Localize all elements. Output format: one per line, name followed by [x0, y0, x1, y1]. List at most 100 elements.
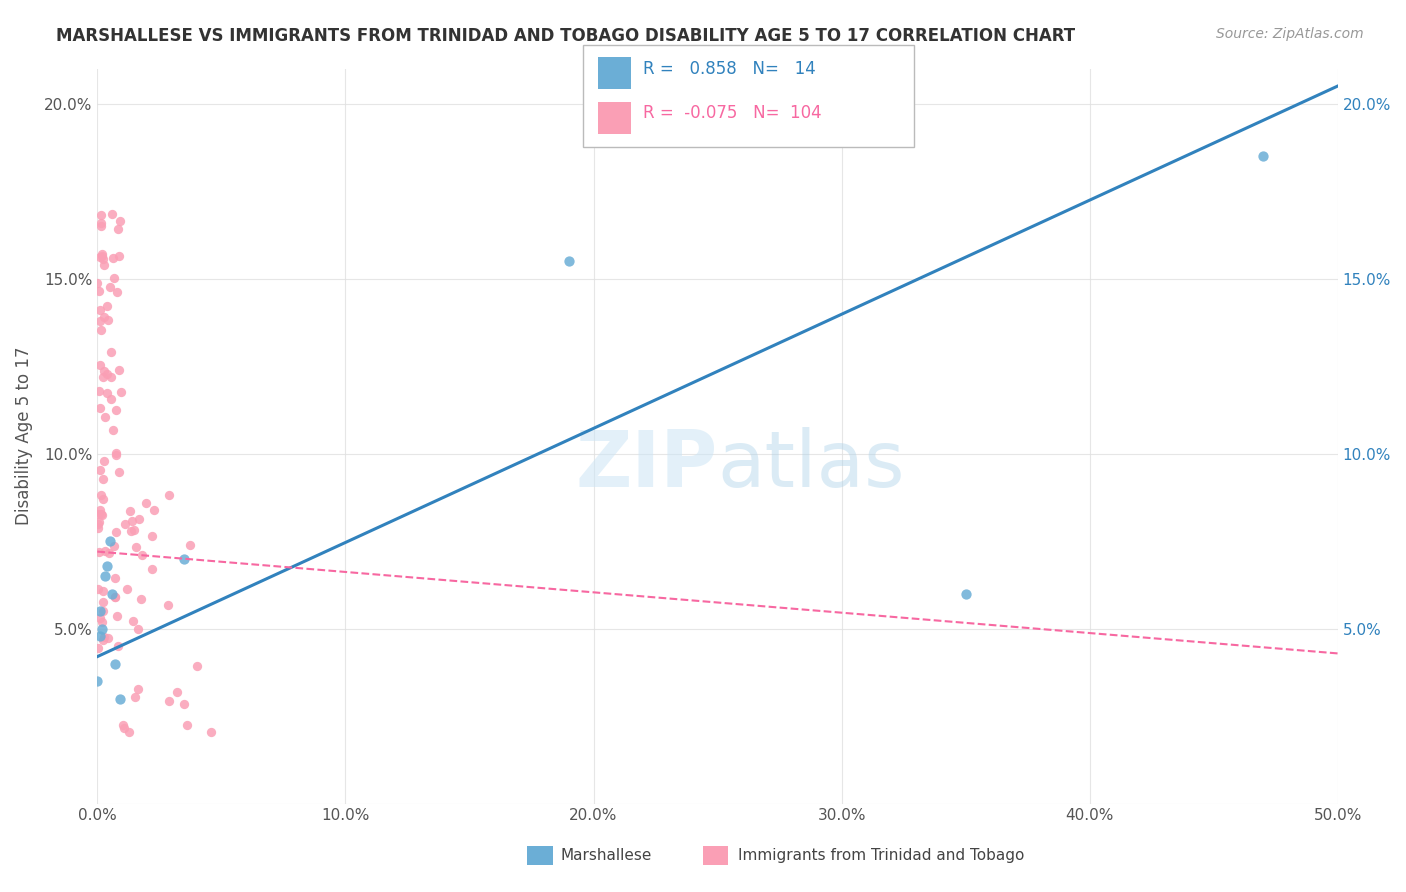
Point: [87, 516, 110, 530]
Point: [93, 310, 115, 325]
Point: [90, 219, 112, 233]
Y-axis label: Disability Age 5 to 17: Disability Age 5 to 17: [15, 347, 32, 525]
Point: [87, 516, 110, 531]
Point: [89, 463, 111, 477]
Text: atlas: atlas: [717, 427, 905, 503]
Point: [94, 569, 117, 583]
Point: [166, 685, 188, 699]
Point: [97, 313, 120, 327]
Point: [91, 492, 114, 507]
Point: [89, 611, 111, 625]
Point: [91, 622, 114, 636]
Point: [86, 674, 108, 689]
Point: [107, 639, 129, 653]
Point: [94, 409, 117, 424]
Point: [110, 213, 132, 227]
Point: [97, 631, 120, 645]
Point: [128, 512, 150, 526]
Point: [96, 386, 118, 401]
Point: [89, 284, 111, 298]
Point: [103, 423, 125, 437]
Point: [90, 488, 112, 502]
Point: [108, 362, 131, 376]
Point: [131, 548, 153, 562]
Point: [105, 446, 128, 460]
Point: [129, 591, 152, 606]
Point: [1253, 149, 1275, 163]
Point: [557, 254, 579, 268]
Point: [110, 385, 132, 400]
Point: [103, 590, 125, 604]
Point: [87, 384, 110, 399]
Point: [96, 367, 118, 381]
Point: [90, 216, 112, 230]
Point: [86, 507, 108, 521]
Point: [108, 249, 131, 263]
Point: [157, 694, 180, 708]
Point: [91, 583, 114, 598]
Point: [91, 604, 114, 618]
Text: ZIP: ZIP: [575, 427, 717, 503]
Point: [141, 562, 163, 576]
Point: [104, 571, 127, 585]
Point: [186, 658, 208, 673]
Point: [100, 345, 122, 359]
Point: [89, 358, 111, 372]
Point: [103, 251, 125, 265]
Point: [112, 721, 135, 735]
Point: [135, 496, 157, 510]
Point: [93, 258, 115, 272]
Text: R =   0.858   N=   14: R = 0.858 N= 14: [643, 60, 815, 78]
Point: [94, 544, 117, 558]
Text: Immigrants from Trinidad and Tobago: Immigrants from Trinidad and Tobago: [738, 848, 1025, 863]
Point: [90, 249, 112, 263]
Text: MARSHALLESE VS IMMIGRANTS FROM TRINIDAD AND TOBAGO DISABILITY AGE 5 TO 17 CORREL: MARSHALLESE VS IMMIGRANTS FROM TRINIDAD …: [56, 27, 1076, 45]
Text: R =  -0.075   N=  104: R = -0.075 N= 104: [643, 104, 821, 122]
Point: [173, 551, 195, 566]
Point: [157, 488, 180, 502]
Point: [91, 472, 114, 486]
Point: [114, 516, 136, 531]
Point: [141, 529, 163, 543]
Point: [122, 523, 145, 537]
Point: [90, 508, 112, 522]
Point: [118, 724, 141, 739]
Point: [111, 718, 134, 732]
Point: [100, 207, 122, 221]
Point: [101, 586, 124, 600]
Point: [91, 508, 114, 522]
Point: [96, 299, 118, 313]
Point: [100, 392, 122, 407]
Point: [117, 582, 139, 596]
Point: [105, 448, 128, 462]
Point: [93, 630, 115, 644]
Point: [89, 302, 111, 317]
Point: [124, 690, 146, 704]
Point: [93, 454, 115, 468]
Point: [200, 724, 222, 739]
Point: [93, 595, 115, 609]
Point: [121, 614, 143, 628]
Point: [97, 546, 120, 560]
Point: [127, 622, 149, 636]
Point: [100, 370, 122, 384]
Point: [90, 323, 112, 337]
Point: [89, 629, 111, 643]
Point: [93, 363, 115, 377]
Point: [104, 657, 127, 671]
Point: [120, 504, 142, 518]
Point: [127, 682, 149, 697]
Point: [89, 604, 111, 618]
Point: [108, 691, 131, 706]
Point: [108, 465, 131, 479]
Point: [91, 370, 114, 384]
Point: [96, 558, 118, 573]
Point: [89, 250, 111, 264]
Point: [176, 718, 198, 732]
Point: [89, 503, 111, 517]
Point: [156, 598, 179, 612]
Point: [87, 521, 110, 535]
Point: [98, 534, 121, 549]
Point: [142, 503, 165, 517]
Point: [87, 582, 110, 596]
